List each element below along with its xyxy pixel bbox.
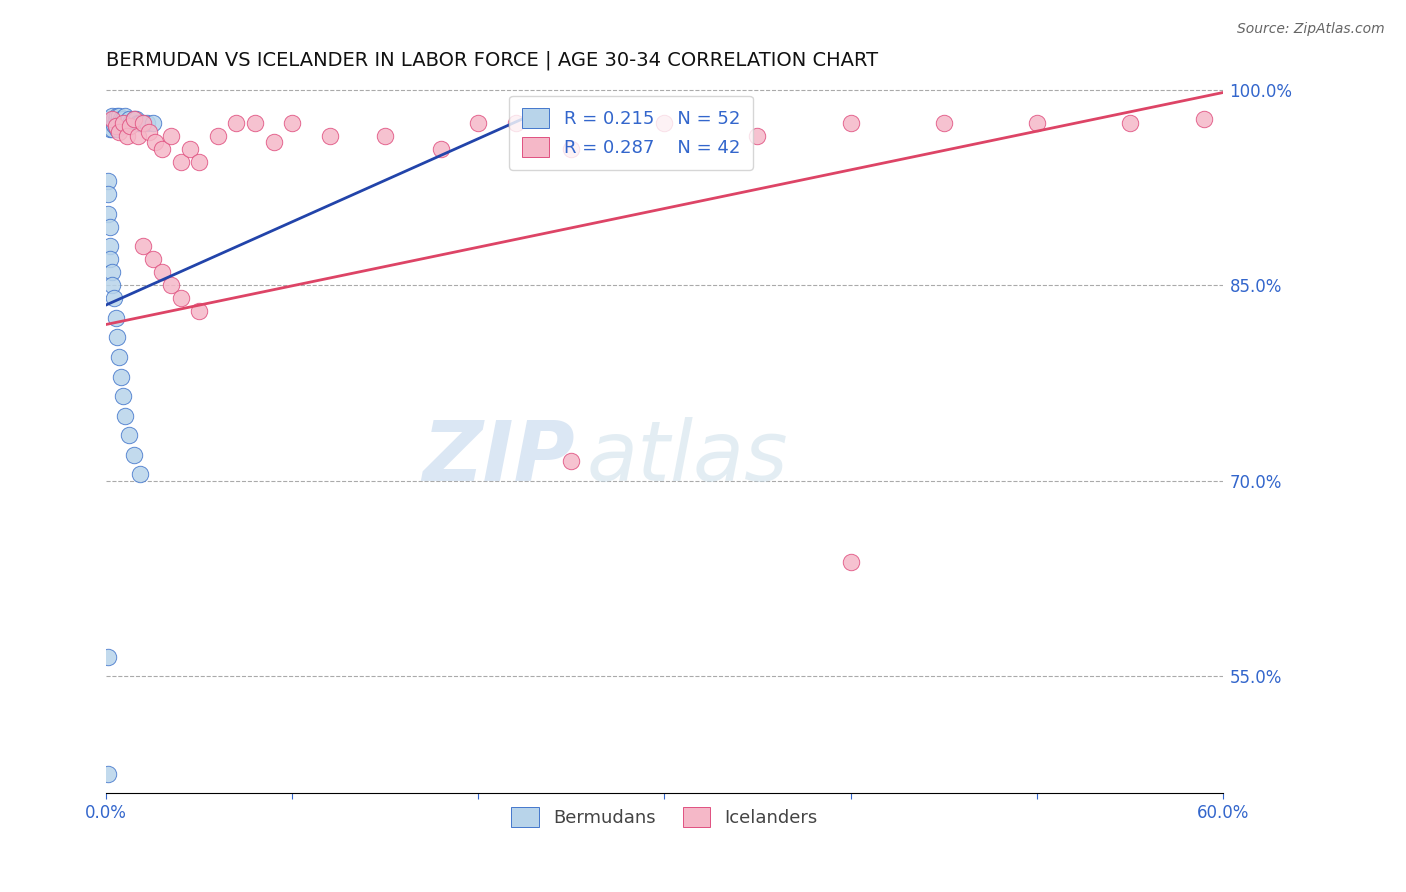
Point <box>1025 115 1047 129</box>
Point <box>188 154 211 169</box>
Point <box>150 265 173 279</box>
Point <box>430 142 453 156</box>
Point <box>101 278 124 293</box>
Point <box>120 115 142 129</box>
Text: ZIP: ZIP <box>422 417 575 499</box>
Point <box>839 115 862 129</box>
Point <box>117 112 139 126</box>
Point <box>263 135 285 149</box>
Point <box>108 350 131 364</box>
Point <box>839 554 862 568</box>
Point <box>505 115 527 129</box>
Point <box>107 330 129 344</box>
Point <box>207 128 229 143</box>
Point <box>120 120 142 134</box>
Point <box>747 128 769 143</box>
Point <box>98 252 121 267</box>
Point <box>98 122 121 136</box>
Point <box>97 112 120 126</box>
Point <box>104 310 127 325</box>
Point <box>654 115 676 129</box>
Point <box>188 304 211 318</box>
Point <box>467 115 489 129</box>
Point <box>101 122 124 136</box>
Point <box>104 120 127 134</box>
Point <box>103 118 125 132</box>
Point <box>138 125 160 139</box>
Point <box>1192 112 1215 126</box>
Point <box>374 128 396 143</box>
Point <box>114 109 136 123</box>
Point <box>122 448 145 462</box>
Point <box>117 428 139 442</box>
Point <box>932 115 955 129</box>
Point <box>115 128 138 143</box>
Point <box>104 112 127 126</box>
Point <box>97 187 120 202</box>
Point <box>132 239 155 253</box>
Point <box>110 120 132 134</box>
Point <box>110 369 132 384</box>
Point <box>110 112 132 126</box>
Point <box>318 128 340 143</box>
Point <box>97 649 120 664</box>
Point <box>108 125 131 139</box>
Point <box>97 767 120 781</box>
Point <box>132 115 155 129</box>
Point <box>111 389 134 403</box>
Point <box>125 112 148 126</box>
Point <box>97 174 120 188</box>
Point <box>121 115 143 129</box>
Text: BERMUDAN VS ICELANDER IN LABOR FORCE | AGE 30-34 CORRELATION CHART: BERMUDAN VS ICELANDER IN LABOR FORCE | A… <box>107 51 879 70</box>
Point <box>101 109 124 123</box>
Point <box>560 142 582 156</box>
Point <box>107 122 129 136</box>
Point <box>143 135 166 149</box>
Point <box>101 115 124 129</box>
Point <box>281 115 304 129</box>
Point <box>150 142 173 156</box>
Point <box>103 292 125 306</box>
Point <box>179 142 201 156</box>
Point <box>132 115 155 129</box>
Point <box>127 115 149 129</box>
Point <box>101 112 124 126</box>
Text: Source: ZipAtlas.com: Source: ZipAtlas.com <box>1237 22 1385 37</box>
Point <box>142 115 165 129</box>
Point <box>103 112 125 126</box>
Point <box>169 154 191 169</box>
Point <box>111 112 134 126</box>
Point <box>108 109 131 123</box>
Point <box>160 278 183 293</box>
Point <box>128 115 150 129</box>
Point <box>107 115 129 129</box>
Point <box>107 109 129 123</box>
Point <box>560 454 582 468</box>
Point <box>225 115 247 129</box>
Point <box>114 409 136 423</box>
Legend: Bermudans, Icelanders: Bermudans, Icelanders <box>505 800 825 834</box>
Point <box>98 219 121 234</box>
Point <box>142 252 165 267</box>
Text: atlas: atlas <box>586 417 787 499</box>
Point <box>101 265 124 279</box>
Point <box>97 207 120 221</box>
Point <box>115 115 138 129</box>
Point <box>108 115 131 129</box>
Point <box>98 115 121 129</box>
Point <box>104 120 127 134</box>
Point <box>243 115 266 129</box>
Point <box>111 115 134 129</box>
Point <box>122 112 145 126</box>
Point <box>136 115 159 129</box>
Point <box>169 292 191 306</box>
Point <box>98 239 121 253</box>
Point <box>122 112 145 126</box>
Point <box>114 115 136 129</box>
Point <box>160 128 183 143</box>
Point <box>111 120 134 134</box>
Point <box>1118 115 1140 129</box>
Point <box>128 467 150 482</box>
Point <box>127 128 149 143</box>
